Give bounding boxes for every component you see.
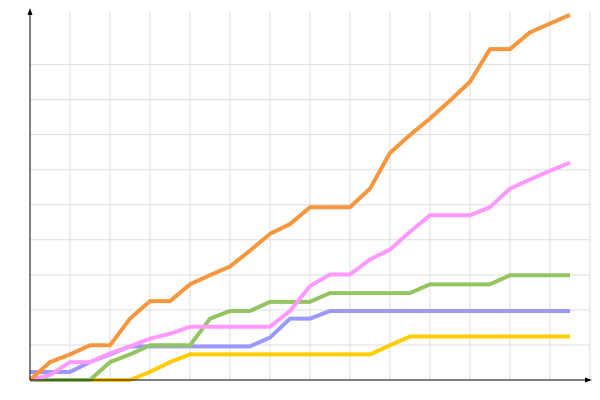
series-line [29,160,571,382]
plot-area [28,12,571,382]
axes [27,8,592,383]
grid [30,12,591,380]
series-line [28,12,571,382]
y-axis-arrow [27,8,33,15]
series-line [30,273,570,382]
x-axis-arrow [585,377,592,383]
